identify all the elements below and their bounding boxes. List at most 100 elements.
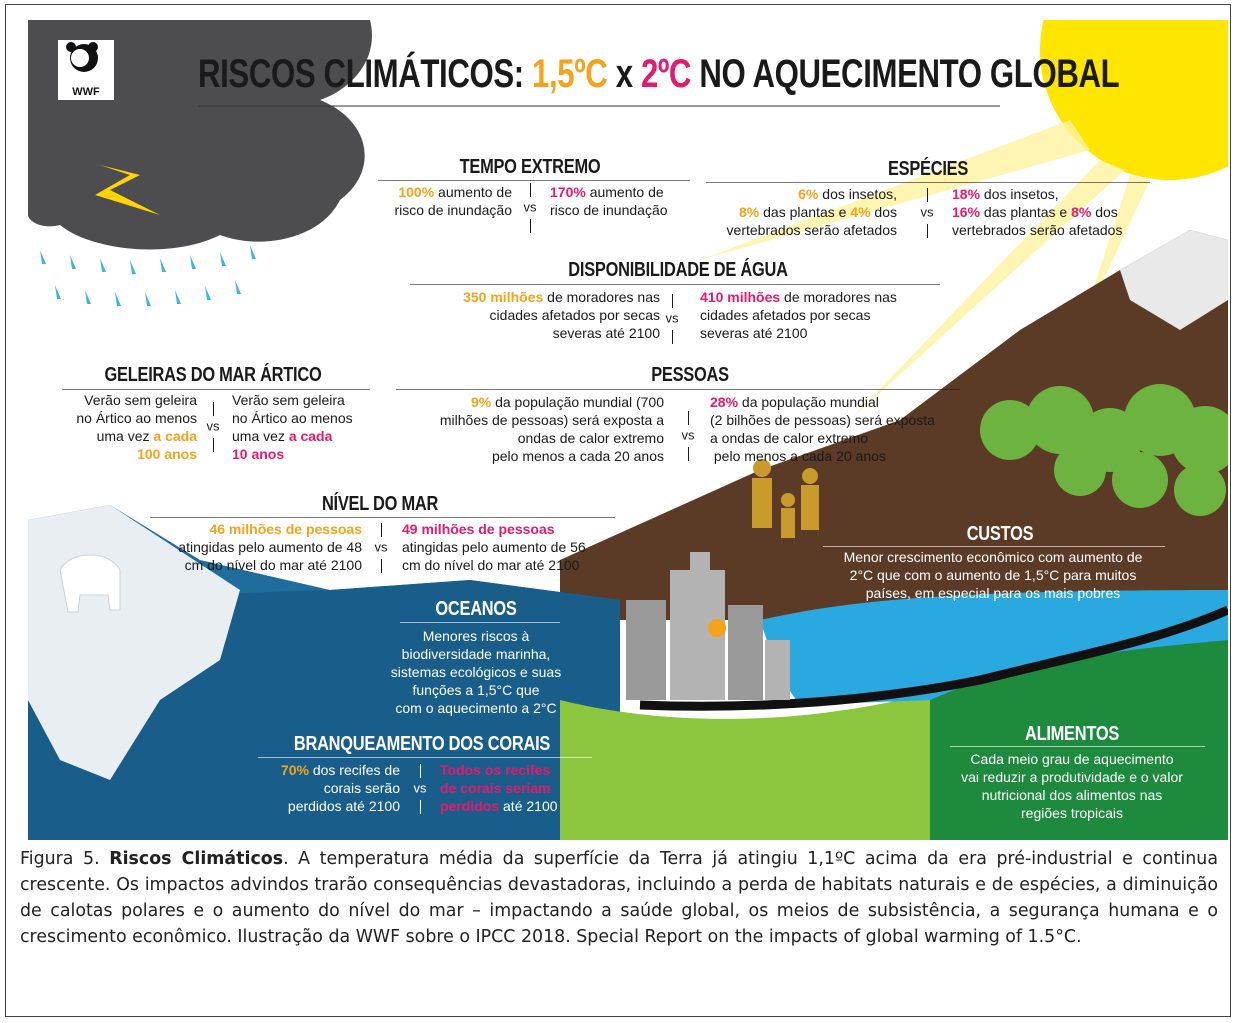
highlight: 170% <box>550 184 586 200</box>
text-line: países, em especial para os mais pobres <box>844 584 1143 602</box>
text-line: Menores riscos à <box>391 627 561 645</box>
text-line: 16% das plantas e 8% dos <box>952 203 1122 221</box>
highlight: 410 milhões <box>700 289 780 305</box>
text-segment: dos insetos, <box>980 186 1059 202</box>
text-line: a ondas de calor extremo <box>710 429 935 447</box>
section-title: TEMPO EXTREMO <box>460 156 601 179</box>
highlight: 9% <box>471 394 491 410</box>
text-line: risco de inundação <box>550 201 668 219</box>
text-line: cidades afetados por secas <box>700 306 897 324</box>
text-line: risco de inundação <box>394 201 512 219</box>
text-segment: corais serão <box>324 780 400 796</box>
text-line: vertebrados serão afetados <box>952 221 1122 239</box>
title-part: NO AQUECIMENTO GLOBAL <box>691 52 1119 96</box>
right-column: 18% dos insetos,16% das plantas e 8% dos… <box>952 185 1122 239</box>
section-rule <box>396 389 960 390</box>
text-line: nutricional dos alimentos nas <box>961 786 1183 804</box>
title-part: RISCOS CLIMÁTICOS: <box>198 52 532 96</box>
text-line: sistemas ecológicos e suas <box>391 663 561 681</box>
text-line: no Ártico ao menos <box>232 409 353 427</box>
section-rule <box>823 546 1165 547</box>
text-line: pelo menos a cada 20 anos <box>440 447 664 465</box>
vs-divider <box>420 800 421 814</box>
text-line: 10 anos <box>232 445 353 463</box>
text-segment: de moradores nas <box>780 289 897 305</box>
highlight: 16% <box>952 204 980 220</box>
highlight: 6% <box>798 186 818 202</box>
right-column: Todos os recifesde corais seriamperdidos… <box>440 761 558 815</box>
title-part: x <box>607 52 641 96</box>
text-line: 350 milhões de moradores nas <box>463 288 660 306</box>
text-segment: (2 bilhões de pessoas) será exposta <box>710 412 935 428</box>
vs-label: vs <box>207 419 220 434</box>
text-line: uma vez a cada <box>76 427 197 445</box>
section-title: BRANQUEAMENTO DOS CORAIS <box>294 733 550 756</box>
text-segment: da população mundial <box>738 394 879 410</box>
text-line: de corais seriam <box>440 779 558 797</box>
vs-divider <box>213 402 214 416</box>
text-line: pelo menos a cada 20 anos <box>710 447 935 465</box>
vs-label: vs <box>666 311 679 326</box>
vs-divider <box>688 447 689 461</box>
vs-divider <box>530 219 531 233</box>
text-line: 28% da população mundial <box>710 393 935 411</box>
highlight: 4% <box>850 204 870 220</box>
left-column: 350 milhões de moradores nascidades afet… <box>463 288 660 342</box>
section-title: GELEIRAS DO MAR ÁRTICO <box>105 364 322 387</box>
highlight: 49 milhões de pessoas <box>402 521 555 537</box>
text-segment: severas até 2100 <box>553 325 660 341</box>
vs-label: vs <box>682 428 695 443</box>
text-segment: no Ártico ao menos <box>232 410 353 426</box>
text-segment: pelo menos a cada 20 anos <box>492 448 664 464</box>
section-rule <box>950 746 1205 747</box>
text-segment: milhões de pessoas) será exposta a <box>440 412 664 428</box>
text-segment: cidades afetados por secas <box>490 307 660 323</box>
highlight: 18% <box>952 186 980 202</box>
text-line: atingidas pelo aumento de 48 <box>178 538 362 556</box>
highlight: 28% <box>710 394 738 410</box>
highlight: 46 milhões de pessoas <box>209 521 362 537</box>
vs-divider <box>672 294 673 308</box>
vs-divider <box>672 330 673 344</box>
text-segment: cidades afetados por secas <box>700 307 870 323</box>
vs-divider <box>688 411 689 425</box>
text-line: 8% das plantas e 4% dos <box>727 203 897 221</box>
highlight: 8% <box>1071 204 1091 220</box>
text-line: 100 anos <box>76 445 197 463</box>
text-line: perdidos até 2100 <box>440 797 558 815</box>
text-segment: pelo menos a cada 20 anos <box>710 448 886 464</box>
text-segment: Verão sem geleira <box>84 392 197 408</box>
text-line: uma vez a cada <box>232 427 353 445</box>
text-line: biodiversidade marinha, <box>391 645 561 663</box>
section-rule <box>706 182 1150 183</box>
text-segment: das plantas e <box>759 204 850 220</box>
highlight: perdidos <box>440 798 499 814</box>
vs-label: vs <box>414 781 427 796</box>
main-title: RISCOS CLIMÁTICOS: 1,5ºC x 2ºC NO AQUECI… <box>198 52 1119 97</box>
text-line: 2°C que com o aumento de 1,5°C para muit… <box>844 566 1143 584</box>
highlight: a cada <box>153 428 197 444</box>
section-title: PESSOAS <box>651 364 729 387</box>
right-column: 49 milhões de pessoasatingidas pelo aume… <box>402 520 586 574</box>
highlight: 100 anos <box>137 446 197 462</box>
text-line: 100% aumento de <box>394 183 512 201</box>
text-segment: risco de inundação <box>394 202 512 218</box>
right-column: Verão sem geleirano Ártico ao menosuma v… <box>232 391 353 463</box>
text-segment: dos recifes de <box>309 762 400 778</box>
section-text: Cada meio grau de aquecimentovai reduzir… <box>961 750 1183 822</box>
highlight: 70% <box>281 762 309 778</box>
vs-label: vs <box>921 205 934 220</box>
highlight: a cada <box>289 428 333 444</box>
left-column: 46 milhões de pessoasatingidas pelo aume… <box>178 520 362 574</box>
text-segment: aumento de <box>586 184 664 200</box>
text-line: severas até 2100 <box>463 324 660 342</box>
text-line: perdidos até 2100 <box>281 797 400 815</box>
vs-divider <box>927 188 928 202</box>
text-segment: severas até 2100 <box>700 325 807 341</box>
text-line: vertebrados serão afetados <box>727 221 897 239</box>
text-line: no Ártico ao menos <box>76 409 197 427</box>
text-line: 70% dos recifes de <box>281 761 400 779</box>
